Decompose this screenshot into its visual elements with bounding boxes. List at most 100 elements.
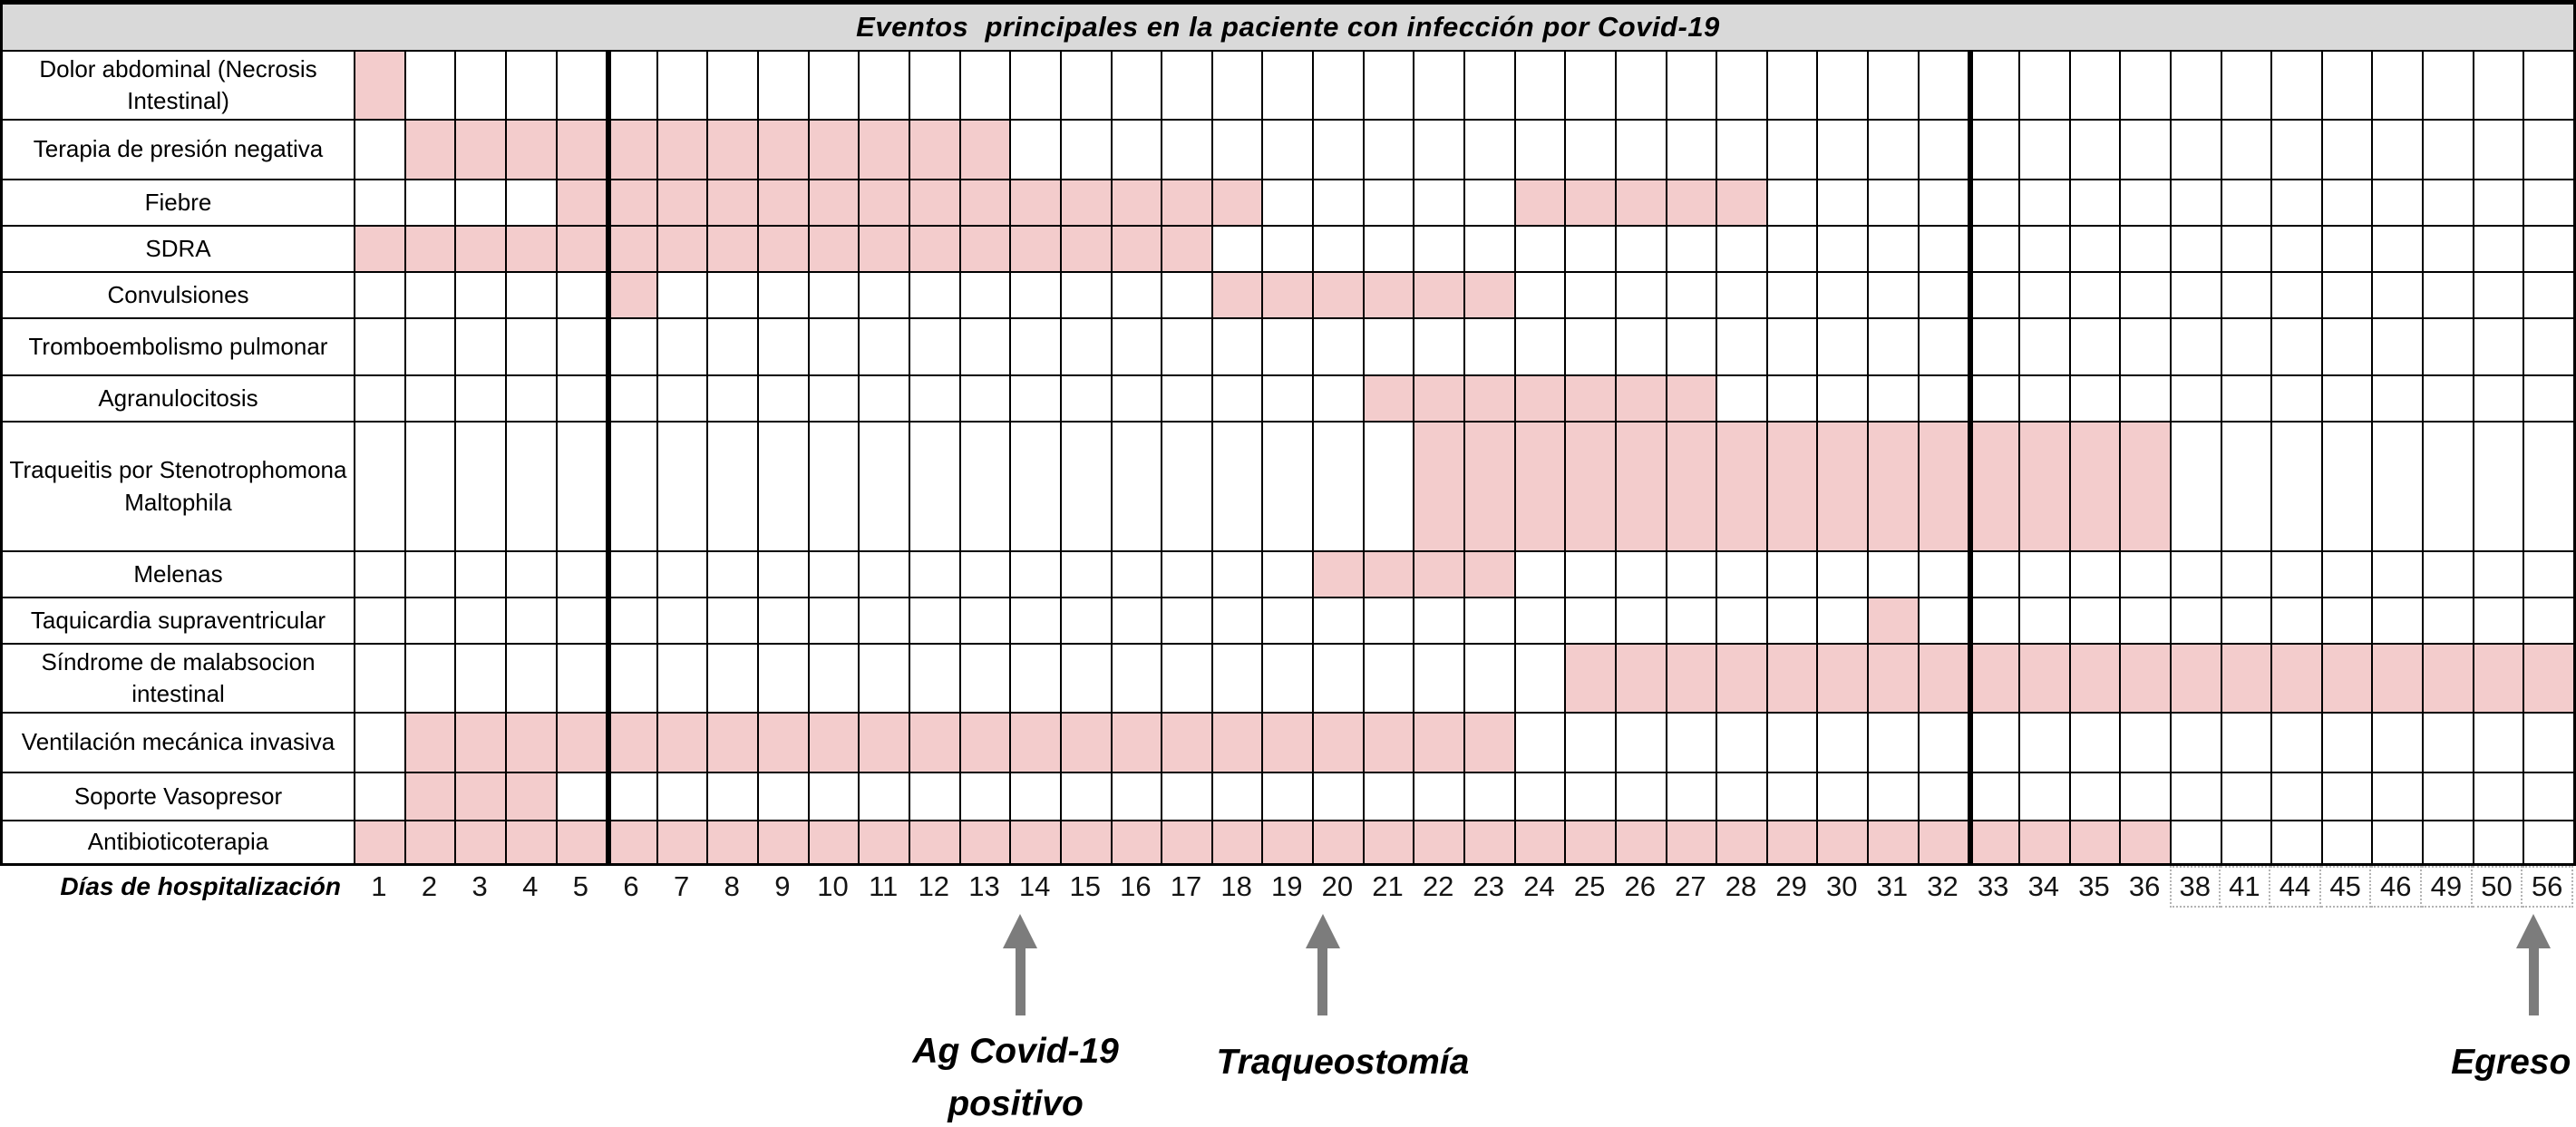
grid-cell xyxy=(1210,50,1262,119)
filled-cell xyxy=(1161,179,1211,225)
grid-cell xyxy=(2371,271,2423,317)
grid-cell xyxy=(1765,597,1817,643)
filled-cell xyxy=(1513,421,1565,550)
filled-cell xyxy=(1816,643,1868,712)
day-number: 2 xyxy=(421,870,438,902)
filled-cell xyxy=(1110,179,1162,225)
grid-cell xyxy=(1312,119,1363,179)
grid-cell xyxy=(1968,179,2018,225)
grid-cell xyxy=(2220,317,2271,374)
grid-cell xyxy=(504,50,556,119)
grid-cell xyxy=(1716,119,1766,179)
filled-cell xyxy=(1009,820,1060,863)
grid-cell xyxy=(2371,317,2423,374)
grid-cell xyxy=(1161,317,1211,374)
grid-cell xyxy=(2068,317,2120,374)
grid-cell xyxy=(2220,772,2271,820)
annotation-label: Ag Covid-19 xyxy=(912,1032,1119,1071)
day-number: 25 xyxy=(1573,870,1606,902)
filled-cell xyxy=(706,820,758,863)
grid-cell xyxy=(1261,225,1313,271)
grid-cell xyxy=(1917,179,1968,225)
grid-cell xyxy=(1867,550,1918,597)
grid-cell xyxy=(1968,712,2018,772)
filled-cell xyxy=(706,225,758,271)
filled-cell xyxy=(1968,820,2018,863)
filled-cell xyxy=(656,712,707,772)
grid-cell xyxy=(2320,119,2372,179)
grid-cell xyxy=(555,50,607,119)
filled-cell xyxy=(1463,550,1514,597)
grid-cell xyxy=(1210,597,1262,643)
grid-cell xyxy=(909,50,959,119)
grid-cell xyxy=(1765,317,1817,374)
filled-cell xyxy=(1312,820,1363,863)
grid-cell xyxy=(555,643,607,712)
axis-label: Días de hospitalización xyxy=(60,872,341,900)
grid-cell xyxy=(2169,550,2221,597)
grid-cell xyxy=(1917,772,1968,820)
grid-cell xyxy=(606,597,656,643)
grid-cell xyxy=(1716,271,1766,317)
grid-cell xyxy=(1917,712,1968,772)
grid-cell xyxy=(2018,597,2069,643)
grid-cell xyxy=(706,597,758,643)
grid-cell xyxy=(1614,225,1666,271)
grid-cell xyxy=(1968,550,2018,597)
filled-cell xyxy=(656,179,707,225)
filled-cell xyxy=(1564,421,1615,550)
filled-cell xyxy=(555,820,607,863)
day-number: 6 xyxy=(623,870,639,902)
grid-cell xyxy=(1513,119,1565,179)
grid-cell xyxy=(2320,374,2372,421)
grid-cell xyxy=(706,50,758,119)
filled-cell xyxy=(1614,820,1666,863)
grid-cell xyxy=(2119,550,2170,597)
grid-cell xyxy=(354,550,404,597)
grid-cell xyxy=(1867,712,1918,772)
grid-cell xyxy=(2523,317,2573,374)
grid-cell xyxy=(757,643,808,712)
grid-cell xyxy=(555,271,607,317)
day-number: 1 xyxy=(371,870,387,902)
grid-cell xyxy=(1059,772,1111,820)
event-grid: Eventos principales en la paciente con i… xyxy=(0,0,2576,866)
filled-cell xyxy=(606,179,656,225)
grid-cell xyxy=(555,550,607,597)
grid-cell xyxy=(2018,712,2069,772)
grid-cell xyxy=(454,179,505,225)
filled-cell xyxy=(2169,643,2221,712)
grid-cell xyxy=(807,550,859,597)
grid-cell xyxy=(354,643,404,712)
grid-cell xyxy=(1968,119,2018,179)
filled-cell xyxy=(1312,712,1363,772)
filled-cell xyxy=(1513,820,1565,863)
filled-cell xyxy=(1413,421,1463,550)
filled-cell xyxy=(1716,421,1766,550)
arrow-shaft xyxy=(2528,948,2539,1015)
grid-cell xyxy=(1362,317,1414,374)
grid-cell xyxy=(2320,820,2372,863)
grid-cell xyxy=(2422,820,2473,863)
filled-cell xyxy=(2371,643,2423,712)
day-number: 29 xyxy=(1775,870,1807,902)
grid-cell xyxy=(1463,119,1514,179)
grid-cell xyxy=(1614,119,1666,179)
grid-cell xyxy=(1867,119,1918,179)
grid-cell xyxy=(1362,225,1414,271)
grid-cell xyxy=(1513,712,1565,772)
grid-cell xyxy=(403,643,455,712)
day-number: 9 xyxy=(774,870,791,902)
grid-cell xyxy=(1867,374,1918,421)
filled-cell xyxy=(807,820,859,863)
filled-cell xyxy=(1513,374,1565,421)
grid-cell xyxy=(2220,712,2271,772)
day-number: 38 xyxy=(2169,866,2221,908)
grid-cell xyxy=(2270,597,2321,643)
grid-cell xyxy=(706,550,758,597)
day-number: 17 xyxy=(1170,870,1202,902)
grid-cell xyxy=(958,643,1010,712)
grid-cell xyxy=(1968,317,2018,374)
grid-cell xyxy=(858,317,909,374)
row-label: Soporte Vasopresor xyxy=(3,772,354,820)
